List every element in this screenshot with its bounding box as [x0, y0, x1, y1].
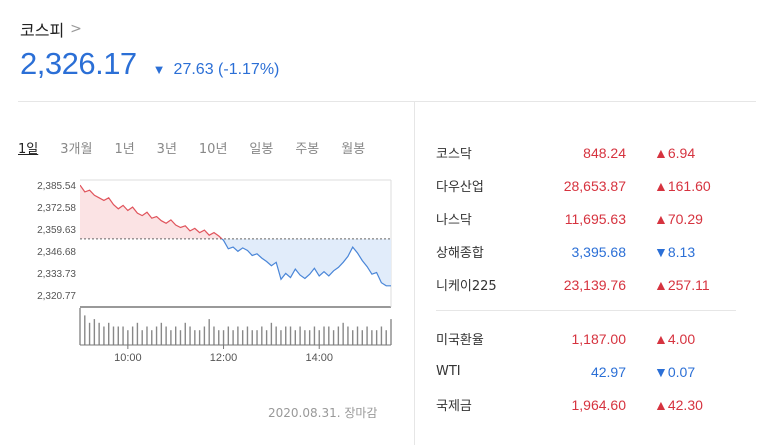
triangle-down-icon: ▼	[654, 243, 668, 260]
tab-3month[interactable]: 3개월	[60, 142, 93, 157]
triangle-up-icon: ▲	[654, 144, 668, 161]
market-row[interactable]: 니케이225 23,139.76 ▲257.11	[436, 268, 736, 301]
tab-1day[interactable]: 1일	[18, 142, 39, 157]
market-change: ▲257.11	[626, 277, 726, 293]
market-row[interactable]: WTI 42.97 ▼0.07	[436, 355, 736, 388]
market-change-value: 4.00	[667, 330, 696, 347]
y-tick-label: 2,346.68	[37, 247, 76, 258]
x-tick-label: 10:00	[114, 352, 142, 364]
market-name[interactable]: 다우산업	[436, 180, 484, 195]
market-value: 3,395.68	[571, 243, 627, 260]
column-divider	[414, 101, 415, 445]
market-name[interactable]: 상해종합	[436, 246, 484, 261]
market-name[interactable]: 나스닥	[436, 213, 472, 228]
market-change-value: 42.30	[667, 396, 703, 413]
market-change-value: 70.29	[667, 210, 703, 227]
index-name[interactable]: 코스피	[20, 21, 65, 40]
market-row[interactable]: 다우산업 28,653.87 ▲161.60	[436, 169, 736, 202]
market-name[interactable]: 니케이225	[436, 279, 497, 294]
market-row[interactable]: 국제금 1,964.60 ▲42.30	[436, 388, 736, 421]
price-line-below	[221, 238, 391, 287]
chevron-right-icon[interactable]: >	[70, 21, 82, 37]
market-change-value: 0.07	[667, 363, 696, 380]
period-tabs: 1일 3개월 1년 3년 10년 일봉 주봉 월봉	[18, 138, 387, 157]
y-tick-label: 2,320.77	[37, 291, 76, 302]
market-value: 1,187.00	[571, 330, 627, 347]
market-value: 23,139.76	[563, 276, 626, 293]
intraday-chart[interactable]: 2,385.54 2,372.58 2,359.63 2,346.68 2,333.73…	[18, 170, 398, 375]
market-list-divider	[436, 310, 736, 311]
market-change-value: 161.60	[667, 177, 711, 194]
market-name[interactable]: 미국환율	[436, 333, 484, 348]
triangle-up-icon: ▲	[654, 330, 668, 347]
x-tick-label: 12:00	[210, 352, 238, 364]
index-header: 코스피 > 2,326.17 ▼ 27.63 (-1.17%)	[20, 18, 279, 82]
market-list: 코스닥 848.24 ▲6.94 다우산업 28,653.87 ▲161.60 나스닥 11,…	[436, 136, 736, 421]
market-row[interactable]: 상해종합 3,395.68 ▼8.13	[436, 235, 736, 268]
market-value: 28,653.87	[563, 177, 626, 194]
triangle-down-icon: ▼	[152, 62, 166, 77]
market-change-value: 6.94	[667, 144, 696, 161]
market-name[interactable]: 국제금	[436, 399, 472, 414]
index-change: ▼ 27.63 (-1.17%)	[153, 61, 280, 79]
tab-1year[interactable]: 1년	[114, 142, 135, 157]
market-change: ▼8.13	[626, 244, 726, 260]
index-title-link[interactable]: 코스피 >	[20, 18, 279, 40]
y-tick-label: 2,333.73	[37, 269, 76, 280]
header-divider	[18, 101, 756, 102]
market-value: 848.24	[583, 144, 626, 161]
market-value: 1,964.60	[571, 396, 627, 413]
price-area-above	[80, 185, 391, 239]
triangle-up-icon: ▲	[654, 276, 668, 293]
market-change: ▲6.94	[626, 145, 726, 161]
y-tick-label: 2,385.54	[37, 181, 76, 192]
index-price: 2,326.17	[20, 46, 137, 81]
market-change: ▲4.00	[626, 331, 726, 347]
market-change: ▲161.60	[626, 178, 726, 194]
price-area-below	[221, 238, 391, 286]
market-close-note: 2020.08.31. 장마감	[268, 406, 378, 420]
x-tick-label: 14:00	[305, 352, 333, 364]
y-tick-label: 2,359.63	[37, 225, 76, 236]
market-change: ▲70.29	[626, 211, 726, 227]
market-change: ▼0.07	[626, 364, 726, 380]
market-row[interactable]: 코스닥 848.24 ▲6.94	[436, 136, 736, 169]
tab-daily-candle[interactable]: 일봉	[249, 142, 274, 157]
tab-monthly-candle[interactable]: 월봉	[341, 142, 366, 157]
triangle-down-icon: ▼	[654, 363, 668, 380]
triangle-up-icon: ▲	[654, 210, 668, 227]
market-value: 42.97	[590, 363, 626, 380]
triangle-up-icon: ▲	[654, 396, 668, 413]
market-value: 11,695.63	[564, 210, 626, 227]
market-name[interactable]: 코스닥	[436, 147, 472, 162]
market-name[interactable]: WTI	[436, 364, 461, 379]
market-change: ▲42.30	[626, 397, 726, 413]
tab-10year[interactable]: 10년	[198, 142, 228, 157]
index-change-value: 27.63 (-1.17%)	[173, 61, 280, 78]
market-row[interactable]: 미국환율 1,187.00 ▲4.00	[436, 322, 736, 355]
tab-weekly-candle[interactable]: 주봉	[295, 142, 320, 157]
index-quote: 2,326.17 ▼ 27.63 (-1.17%)	[20, 46, 279, 82]
triangle-up-icon: ▲	[654, 177, 668, 194]
tab-3year[interactable]: 3년	[156, 142, 177, 157]
market-change-value: 8.13	[667, 243, 696, 260]
market-row[interactable]: 나스닥 11,695.63 ▲70.29	[436, 202, 736, 235]
y-tick-label: 2,372.58	[37, 203, 76, 214]
price-line-above	[80, 184, 223, 239]
market-change-value: 257.11	[667, 276, 710, 293]
